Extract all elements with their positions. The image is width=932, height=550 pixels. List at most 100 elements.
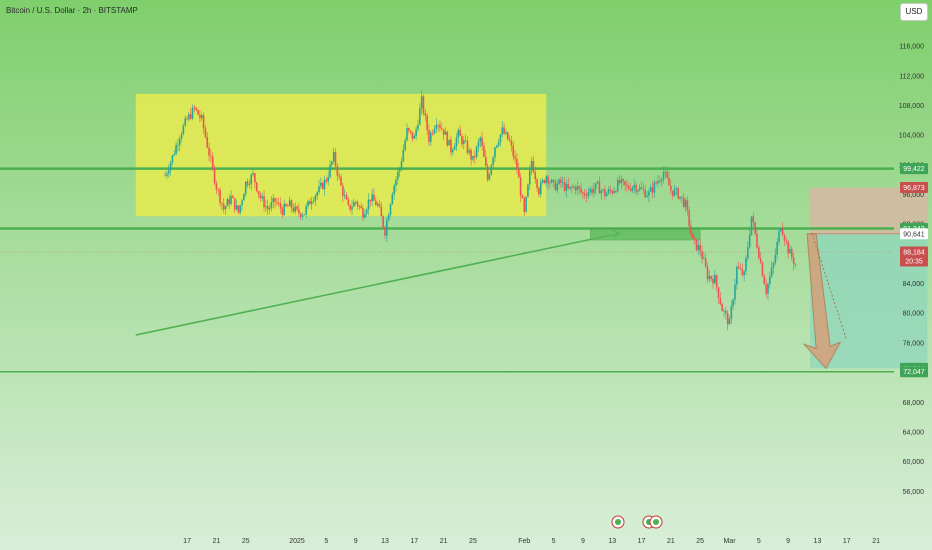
candle-down (635, 184, 637, 192)
candle-up (734, 284, 736, 300)
candle-down (277, 203, 280, 204)
candle-down (345, 195, 348, 200)
candle-down (534, 172, 537, 180)
candle-down (598, 181, 601, 194)
candle-down (582, 192, 584, 194)
candle-up (472, 155, 474, 160)
candle-up (393, 185, 395, 195)
candle-down (761, 262, 764, 276)
x-axis-label: Feb (518, 538, 530, 545)
candle-up (638, 187, 641, 191)
candle-up (572, 186, 575, 188)
candle-down (791, 248, 793, 258)
candle-down (483, 145, 485, 157)
candle-up (613, 190, 615, 194)
candle-up (549, 182, 551, 184)
candle-down (655, 182, 657, 184)
candle-down (375, 200, 377, 206)
candle-up (226, 199, 229, 207)
candle-up (593, 188, 595, 193)
candle-up (364, 213, 366, 218)
price-label-box (900, 228, 928, 240)
candle-up (402, 149, 405, 162)
candle-up (188, 114, 190, 120)
x-axis-label: 5 (757, 538, 761, 545)
candle-up (354, 201, 357, 203)
candle-down (792, 257, 795, 264)
candle-up (576, 186, 579, 191)
candle-down (276, 202, 278, 204)
candle-up (433, 128, 436, 134)
x-axis-label: 17 (843, 538, 851, 545)
candle-down (538, 188, 540, 195)
x-axis-label: Mar (723, 538, 736, 545)
candle-down (464, 140, 467, 142)
candle-up (272, 198, 275, 203)
candle-down (629, 188, 632, 191)
candle-up (565, 183, 568, 191)
candle-up (169, 162, 172, 171)
candle-up (343, 195, 346, 196)
candle-down (380, 206, 383, 217)
candle-down (222, 203, 225, 210)
candle-up (774, 254, 777, 263)
candle-up (488, 174, 491, 180)
candle-down (378, 203, 381, 207)
candle-up (175, 145, 177, 155)
candle-down (726, 313, 729, 325)
y-axis-label: 68,000 (903, 400, 925, 407)
symbol-title[interactable]: Bitcoin / U.S. Dollar · 2h · BITSTAMP (6, 6, 138, 15)
candle-down (699, 244, 701, 252)
candle-up (173, 154, 176, 156)
candle-up (288, 200, 291, 207)
candle-up (294, 206, 296, 212)
candle-down (356, 201, 359, 207)
candle-down (666, 171, 668, 178)
candle-up (301, 215, 304, 217)
candle-up (419, 108, 421, 125)
candle-down (512, 145, 515, 157)
candle-up (435, 124, 438, 129)
candle-up (430, 132, 432, 142)
candle-up (477, 141, 480, 147)
currency-button[interactable]: USD (900, 3, 928, 21)
candle-down (382, 216, 384, 228)
candle-down (255, 182, 258, 191)
candle-up (501, 127, 504, 135)
candle-down (609, 189, 612, 191)
candle-down (701, 251, 703, 259)
candle-down (615, 190, 617, 192)
candle-up (167, 170, 170, 174)
price-label-box (900, 366, 928, 378)
candle-up (770, 267, 773, 277)
candle-up (303, 214, 306, 216)
candle-down (712, 278, 714, 284)
candle-down (719, 298, 722, 305)
candle-down (484, 156, 487, 166)
candle-down (574, 186, 577, 191)
candle-up (767, 283, 769, 294)
candle-down (358, 206, 361, 207)
range-box (135, 93, 547, 217)
candle-up (265, 206, 267, 208)
candle-down (517, 169, 520, 178)
candle-up (307, 200, 309, 207)
candle-down (431, 132, 434, 134)
candle-down (591, 189, 593, 193)
candle-down (624, 181, 626, 185)
candle-down (422, 96, 425, 114)
y-axis-label: 96,000 (903, 192, 925, 199)
candle-up (750, 216, 753, 235)
candle-up (525, 196, 527, 212)
candle-up (479, 137, 482, 142)
x-axis-label: 25 (242, 538, 250, 545)
candle-down (560, 179, 562, 183)
candle-up (780, 228, 782, 232)
candle-down (758, 247, 760, 259)
candle-down (210, 155, 212, 157)
candle-down (290, 200, 293, 209)
candle-down (325, 179, 328, 182)
y-axis-label: 56,000 (903, 489, 925, 496)
candle-up (589, 189, 592, 193)
